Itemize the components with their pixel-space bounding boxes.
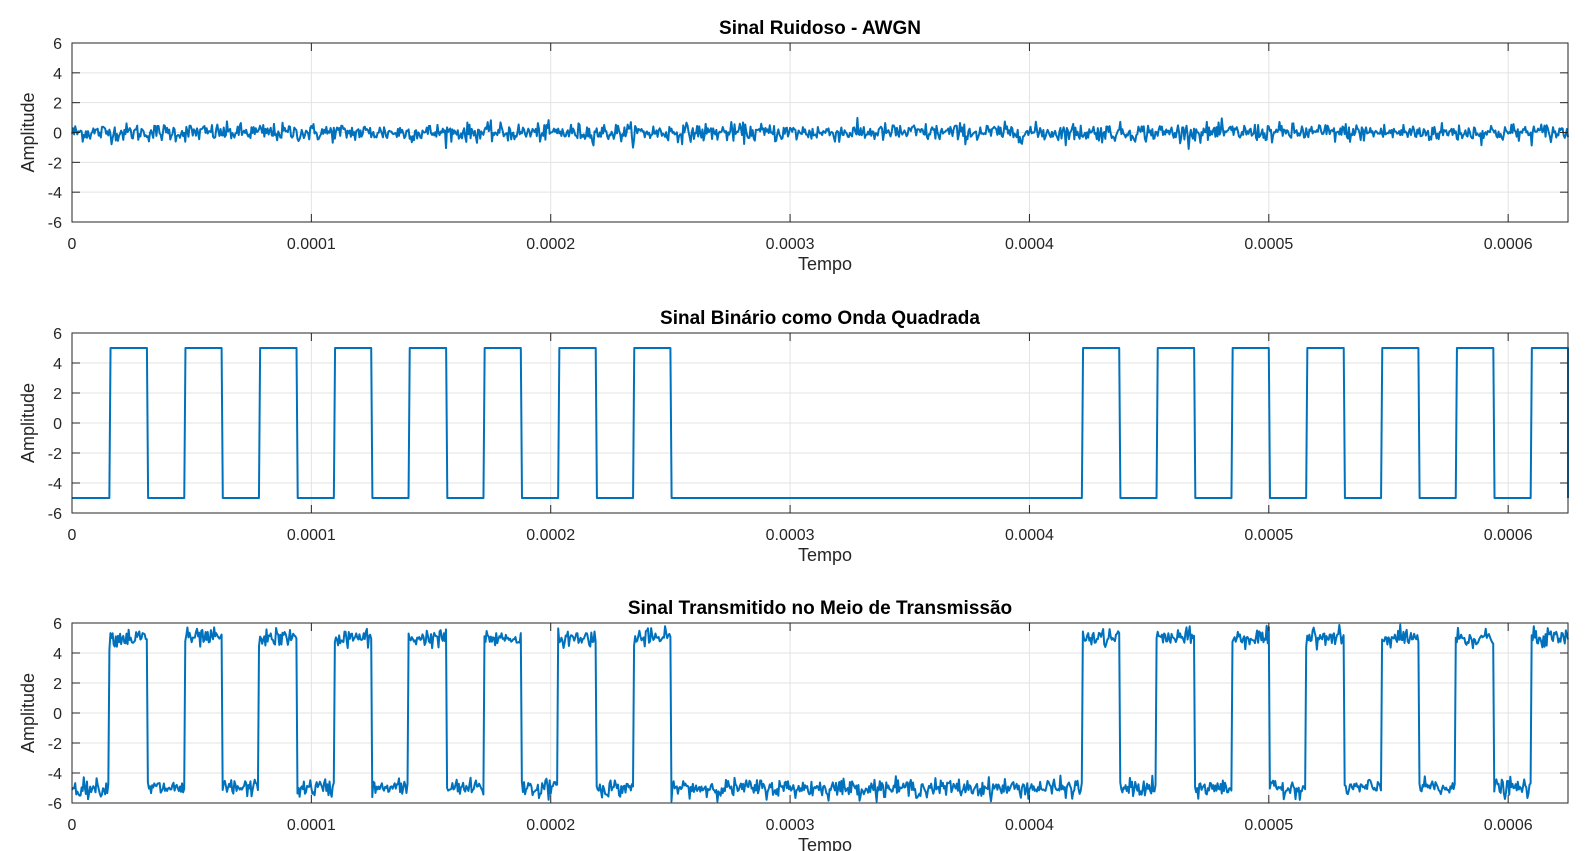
y-tick-label: 6 — [53, 326, 62, 343]
x-axis-label: Tempo — [798, 545, 852, 565]
x-tick-label: 0 — [68, 236, 77, 253]
x-tick-label: 0.0003 — [766, 527, 815, 544]
plot-panel-2: 0 0.0001 0.0002 0.0003 0.0004 0.0005 0.0006 -6 -… — [18, 308, 1569, 565]
y-tick-label: 2 — [53, 386, 62, 403]
x-tick-label: 0 — [68, 817, 77, 834]
signal-trace — [72, 347, 1569, 499]
y-tick-label: -4 — [48, 766, 62, 783]
x-axis-label: Tempo — [798, 835, 852, 851]
y-tick-label: -2 — [48, 155, 62, 172]
y-axis-label: Amplitude — [18, 673, 38, 753]
x-tick-label: 0.0001 — [287, 236, 336, 253]
y-tick-label: 2 — [53, 676, 62, 693]
y-tick-label: -4 — [48, 185, 62, 202]
y-tick-label: -6 — [48, 215, 62, 232]
y-axis-label: Amplitude — [18, 383, 38, 463]
y-tick-label: 2 — [53, 96, 62, 113]
x-tick-label: 0.0003 — [766, 817, 815, 834]
y-tick-label: 4 — [53, 356, 62, 373]
y-tick-label: 6 — [53, 616, 62, 633]
y-tick-label: -4 — [48, 476, 62, 493]
signal-trace — [71, 116, 1569, 150]
x-tick-label: 0.0002 — [526, 527, 575, 544]
y-tick-label: -2 — [48, 446, 62, 463]
x-axis-label: Tempo — [798, 254, 852, 274]
x-tick-label: 0.0003 — [766, 236, 815, 253]
chart-title: Sinal Ruidoso - AWGN — [719, 18, 921, 39]
chart-title: Sinal Binário como Onda Quadrada — [660, 308, 980, 329]
x-tick-label: 0 — [68, 527, 77, 544]
y-tick-label: -2 — [48, 736, 62, 753]
y-tick-label: 4 — [53, 66, 62, 83]
x-tick-label: 0.0005 — [1244, 817, 1293, 834]
x-tick-label: 0.0001 — [287, 527, 336, 544]
x-tick-label: 0.0006 — [1484, 236, 1533, 253]
plot-panel-1: 0 0.0001 0.0002 0.0003 0.0004 0.0005 0.0006 -6 -… — [18, 18, 1569, 274]
y-tick-label: 0 — [53, 706, 62, 723]
y-axis-label: Amplitude — [18, 92, 38, 172]
x-tick-label: 0.0002 — [526, 817, 575, 834]
y-tick-label: 0 — [53, 416, 62, 433]
signal-trace — [71, 623, 1569, 803]
y-tick-label: -6 — [48, 506, 62, 523]
x-tick-label: 0.0002 — [526, 236, 575, 253]
y-tick-label: 4 — [53, 646, 62, 663]
chart-title: Sinal Transmitido no Meio de Transmissão — [628, 598, 1012, 619]
plot-panel-3: 0 0.0001 0.0002 0.0003 0.0004 0.0005 0.0006 -6 -… — [18, 598, 1569, 851]
x-tick-label: 0.0006 — [1484, 527, 1533, 544]
y-tick-label: 0 — [53, 126, 62, 143]
x-tick-label: 0.0005 — [1244, 527, 1293, 544]
x-tick-label: 0.0004 — [1005, 236, 1054, 253]
x-tick-label: 0.0005 — [1244, 236, 1293, 253]
x-tick-label: 0.0004 — [1005, 527, 1054, 544]
x-tick-label: 0.0001 — [287, 817, 336, 834]
y-tick-label: -6 — [48, 796, 62, 813]
y-tick-label: 6 — [53, 36, 62, 53]
x-tick-label: 0.0004 — [1005, 817, 1054, 834]
x-tick-label: 0.0006 — [1484, 817, 1533, 834]
